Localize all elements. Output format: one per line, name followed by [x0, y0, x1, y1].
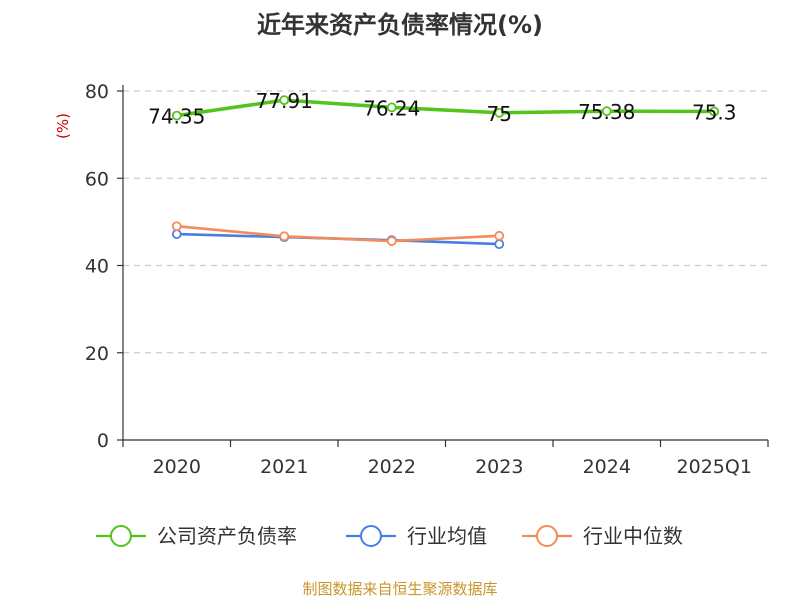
legend-label: 公司资产负债率: [157, 524, 297, 548]
data-label: 75.38: [578, 100, 635, 124]
series-line-2: [176, 224, 500, 243]
data-label: 75.3: [692, 101, 737, 125]
data-point: [494, 239, 505, 250]
x-tick-label: 2021: [260, 456, 308, 478]
x-tick-label: 2020: [153, 456, 201, 478]
y-tick-label: 20: [85, 343, 109, 365]
y-tick-label: 0: [97, 430, 109, 452]
legend: 公司资产负债率 行业均值 行业中位数: [96, 524, 683, 548]
axes: 0 20 40 60 80 2020 2021 2022 2023 2024 2025Q1: [85, 81, 769, 478]
x-tick-label: 2023: [475, 456, 523, 478]
data-point: [279, 95, 290, 106]
data-point: [386, 102, 397, 113]
y-tick-label: 40: [85, 256, 109, 278]
y-axis-label: (%): [54, 113, 72, 139]
data-labels: 74.35 77.91 76.24 75 75.38 75.3: [148, 89, 736, 129]
legend-marker: [360, 525, 382, 547]
data-point: [494, 107, 505, 118]
y-tick-label: 60: [85, 168, 109, 190]
data-label: 76.24: [363, 96, 420, 120]
data-point: [171, 221, 182, 232]
gridlines: [123, 90, 768, 354]
data-point: [709, 106, 720, 117]
series-line-0: [176, 98, 715, 118]
x-tick-label: 2022: [368, 456, 416, 478]
data-point: [386, 236, 397, 246]
data-label: 75: [487, 102, 512, 126]
data-label: 74.35: [148, 105, 205, 129]
data-point: [171, 110, 182, 121]
chart-title: 近年来资产负债率情况(%): [257, 11, 543, 39]
legend-label: 行业中位数: [583, 524, 683, 548]
data-point: [279, 231, 290, 242]
legend-marker: [536, 525, 558, 547]
legend-marker: [110, 525, 132, 547]
data-label: 77.91: [256, 89, 313, 113]
data-point: [601, 106, 612, 117]
data-point: [171, 229, 182, 239]
source-note: 制图数据来自恒生聚源数据库: [302, 580, 497, 598]
series-group: [171, 95, 720, 250]
legend-label: 行业均值: [407, 524, 487, 548]
y-tick-label: 80: [85, 81, 109, 103]
data-point: [494, 230, 505, 241]
x-tick-label: 2024: [583, 456, 631, 478]
x-tick-label: 2025Q1: [677, 456, 752, 478]
